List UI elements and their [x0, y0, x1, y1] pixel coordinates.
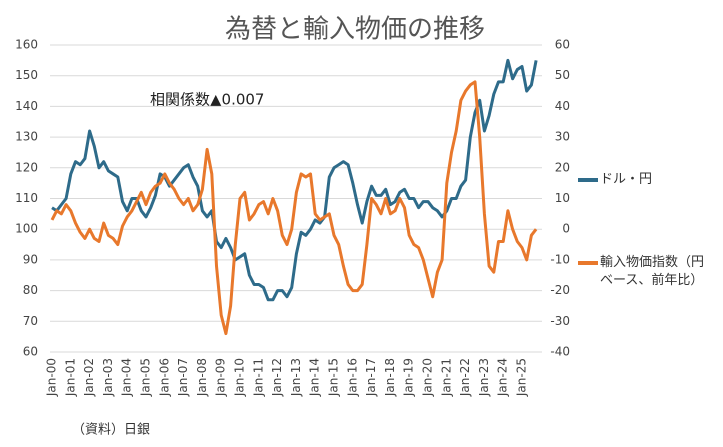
y2-tick-label: 20: [555, 160, 570, 174]
x-tick-label: Jan-02: [82, 358, 96, 397]
legend-label: ドル・円: [600, 172, 653, 187]
y2-tick-label: 40: [555, 99, 570, 113]
x-tick-label: Jan-12: [270, 358, 284, 397]
x-tick-label: Jan-24: [496, 358, 510, 397]
y2-tick-label: -20: [550, 283, 570, 297]
x-tick-label: Jan-00: [45, 358, 59, 397]
y2-tick-label: 60: [555, 38, 570, 52]
x-tick-label: Jan-03: [101, 358, 115, 397]
y-tick-label: 90: [23, 252, 38, 266]
x-tick-label: Jan-07: [176, 358, 190, 397]
x-tick-label: Jan-13: [289, 358, 303, 397]
x-tick-label: Jan-23: [477, 358, 491, 397]
y-tick-label: 60: [23, 345, 38, 359]
y2-tick-label: 0: [562, 222, 570, 236]
y-tick-label: 150: [15, 68, 38, 82]
source: （資料）日銀: [72, 423, 150, 438]
x-tick-label: Jan-10: [233, 358, 247, 397]
x-tick-label: Jan-09: [214, 358, 228, 397]
x-tick-label: Jan-14: [308, 358, 322, 397]
x-tick-label: Jan-01: [63, 358, 77, 397]
y-tick-label: 110: [15, 191, 38, 205]
y2-tick-label: -40: [550, 345, 570, 359]
y-tick-label: 80: [23, 283, 38, 297]
line-series: [50, 80, 538, 336]
legend-label: 輸入物価指数（円ベース、前年比）: [600, 255, 705, 288]
x-tick-label: Jan-06: [157, 358, 171, 397]
x-tick-label: Jan-11: [251, 358, 265, 397]
y2-tick-label: -10: [550, 252, 570, 266]
y2-tick-label: 30: [555, 130, 570, 144]
x-tick-label: Jan-21: [439, 358, 453, 397]
y2-tick-label: 10: [555, 191, 570, 205]
y-tick-label: 160: [15, 38, 38, 52]
x-tick-label: Jan-16: [345, 358, 359, 397]
y-tick-label: 140: [15, 99, 38, 113]
y-tick-label: 100: [15, 222, 38, 236]
x-tick-label: Jan-22: [458, 358, 472, 397]
y-tick-label: 120: [15, 160, 38, 174]
x-tick-label: Jan-04: [120, 358, 134, 397]
chart-title: 為替と輸入物価の推移: [225, 15, 485, 45]
x-tick-label: Jan-17: [364, 358, 378, 397]
x-tick-label: Jan-20: [421, 358, 435, 397]
y2-tick-label: -30: [550, 314, 570, 328]
annotation: 相関係数▲0.007: [150, 91, 264, 109]
y2-tick-label: 50: [555, 68, 570, 82]
x-tick-label: Jan-08: [195, 358, 209, 397]
x-tick-label: Jan-05: [139, 358, 153, 397]
y-tick-label: 130: [15, 130, 38, 144]
y-tick-label: 70: [23, 314, 38, 328]
x-tick-label: Jan-18: [383, 358, 397, 397]
x-tick-label: Jan-25: [515, 358, 529, 397]
x-tick-label: Jan-15: [327, 358, 341, 397]
line-series: [51, 58, 538, 302]
x-tick-label: Jan-19: [402, 358, 416, 397]
